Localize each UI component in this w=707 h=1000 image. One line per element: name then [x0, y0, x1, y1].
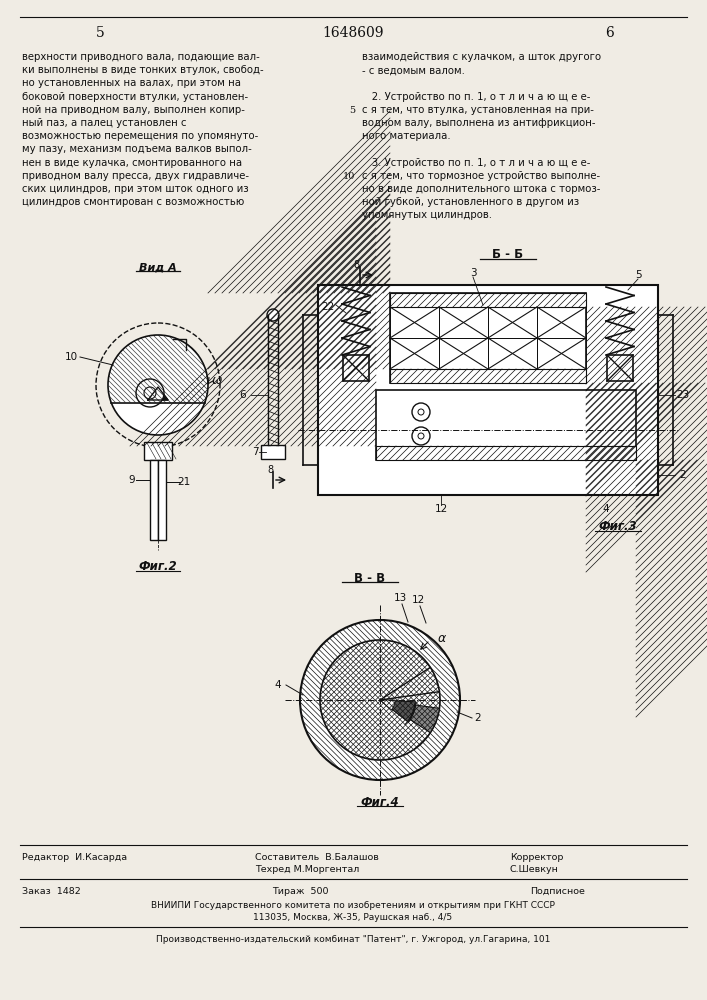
Bar — [261, 445, 285, 459]
Text: Техред М.Моргентал: Техред М.Моргентал — [255, 864, 359, 874]
Text: ный паз, а палец установлен с: ный паз, а палец установлен с — [22, 118, 187, 128]
Text: Подписное: Подписное — [530, 886, 585, 896]
Text: 2. Устройство по п. 1, о т л и ч а ю щ е е-: 2. Устройство по п. 1, о т л и ч а ю щ е… — [362, 92, 590, 102]
Circle shape — [412, 403, 430, 421]
Text: 2: 2 — [474, 713, 481, 723]
Bar — [158, 460, 166, 540]
Text: упомянутых цилиндров.: упомянутых цилиндров. — [362, 210, 492, 220]
Text: ной на приводном валу, выполнен копир-: ной на приводном валу, выполнен копир- — [22, 105, 245, 115]
Text: 5: 5 — [635, 270, 641, 280]
Text: ских цилиндров, при этом шток одного из: ских цилиндров, при этом шток одного из — [22, 184, 249, 194]
Text: - с ведомым валом.: - с ведомым валом. — [362, 65, 465, 75]
Circle shape — [412, 427, 430, 445]
Wedge shape — [380, 700, 440, 733]
Text: 113035, Москва, Ж-35, Раушская наб., 4/5: 113035, Москва, Ж-35, Раушская наб., 4/5 — [253, 912, 452, 922]
Text: Фиг.2: Фиг.2 — [139, 560, 177, 574]
Text: ного материала.: ного материала. — [362, 131, 450, 141]
Text: ки выполнены в виде тонких втулок, свобод-: ки выполнены в виде тонких втулок, свобо… — [22, 65, 264, 75]
Bar — [150, 460, 158, 540]
Text: Б - Б: Б - Б — [493, 248, 524, 261]
Bar — [607, 355, 633, 381]
Text: Вид А: Вид А — [139, 262, 177, 272]
Wedge shape — [380, 700, 416, 722]
Wedge shape — [380, 700, 395, 710]
Text: 4: 4 — [602, 504, 609, 514]
Text: нен в виде кулачка, смонтированного на: нен в виде кулачка, смонтированного на — [22, 158, 242, 168]
Text: В - В: В - В — [354, 572, 385, 584]
Bar — [376, 446, 636, 460]
Text: 3. Устройство по п. 1, о т л и ч а ю щ е е-: 3. Устройство по п. 1, о т л и ч а ю щ е… — [362, 158, 590, 168]
Text: 22: 22 — [322, 302, 334, 312]
Text: 10: 10 — [65, 352, 78, 362]
Text: 4: 4 — [275, 680, 281, 690]
Circle shape — [267, 309, 279, 321]
Text: водном валу, выполнена из антифрикцион-: водном валу, выполнена из антифрикцион- — [362, 118, 595, 128]
Text: С.Шевкун: С.Шевкун — [510, 864, 559, 874]
Text: 23: 23 — [677, 390, 689, 400]
Text: Фиг.4: Фиг.4 — [361, 796, 399, 808]
Text: ВНИИПИ Государственного комитета по изобретениям и открытиям при ГКНТ СССР: ВНИИПИ Государственного комитета по изоб… — [151, 900, 555, 910]
Text: с я тем, что втулка, установленная на при-: с я тем, что втулка, установленная на пр… — [362, 105, 594, 115]
Text: Редактор  И.Касарда: Редактор И.Касарда — [22, 852, 127, 861]
Bar — [318, 285, 658, 495]
Circle shape — [418, 409, 424, 415]
Bar — [144, 442, 172, 460]
Circle shape — [136, 379, 164, 407]
Circle shape — [418, 433, 424, 439]
Circle shape — [108, 335, 208, 435]
Text: 6: 6 — [240, 390, 246, 400]
Bar — [390, 293, 586, 307]
Text: с я тем, что тормозное устройство выполне-: с я тем, что тормозное устройство выполн… — [362, 171, 600, 181]
Text: 12: 12 — [411, 595, 425, 605]
Bar — [343, 355, 369, 381]
Text: Фиг.3: Фиг.3 — [599, 520, 637, 534]
Text: 5: 5 — [95, 26, 105, 40]
Text: 8: 8 — [267, 465, 273, 475]
Text: но в виде дополнительного штока с тормоз-: но в виде дополнительного штока с тормоз… — [362, 184, 600, 194]
Text: 12: 12 — [434, 504, 448, 514]
Text: ω: ω — [212, 373, 223, 386]
Bar — [390, 369, 586, 383]
Text: взаимодействия с кулачком, а шток другого: взаимодействия с кулачком, а шток другог… — [362, 52, 601, 62]
Text: 6: 6 — [606, 26, 614, 40]
Text: 2: 2 — [679, 470, 686, 480]
Text: 21: 21 — [177, 477, 191, 487]
Text: 9: 9 — [129, 475, 135, 485]
Text: Тираж  500: Тираж 500 — [271, 886, 328, 896]
Text: 3: 3 — [469, 268, 477, 278]
Text: боковой поверхности втулки, установлен-: боковой поверхности втулки, установлен- — [22, 92, 248, 102]
Text: Заказ  1482: Заказ 1482 — [22, 886, 81, 896]
Text: Составитель  В.Балашов: Составитель В.Балашов — [255, 852, 379, 861]
Text: α: α — [438, 632, 446, 645]
Text: 1648609: 1648609 — [322, 26, 384, 40]
Polygon shape — [148, 387, 168, 400]
Text: возможностью перемещения по упомянуто-: возможностью перемещения по упомянуто- — [22, 131, 258, 141]
Text: Корректор: Корректор — [510, 852, 563, 861]
Bar — [390, 293, 586, 383]
Bar — [376, 390, 636, 460]
Text: Производственно-издательский комбинат "Патент", г. Ужгород, ул.Гагарина, 101: Производственно-издательский комбинат "П… — [156, 934, 550, 944]
Text: 7: 7 — [252, 447, 258, 457]
Text: 5: 5 — [349, 106, 355, 115]
Text: но установленных на валах, при этом на: но установленных на валах, при этом на — [22, 78, 241, 88]
Text: 8: 8 — [353, 260, 359, 270]
Text: приводном валу пресса, двух гидравличе-: приводном валу пресса, двух гидравличе- — [22, 171, 249, 181]
Circle shape — [320, 640, 440, 760]
Circle shape — [144, 387, 156, 399]
Text: 13: 13 — [393, 593, 407, 603]
Text: му пазу, механизм подъема валков выпол-: му пазу, механизм подъема валков выпол- — [22, 144, 252, 154]
Text: верхности приводного вала, подающие вал-: верхности приводного вала, подающие вал- — [22, 52, 259, 62]
Text: ной губкой, установленного в другом из: ной губкой, установленного в другом из — [362, 197, 579, 207]
Text: 10: 10 — [343, 172, 355, 181]
Text: цилиндров смонтирован с возможностью: цилиндров смонтирован с возможностью — [22, 197, 244, 207]
Circle shape — [300, 620, 460, 780]
